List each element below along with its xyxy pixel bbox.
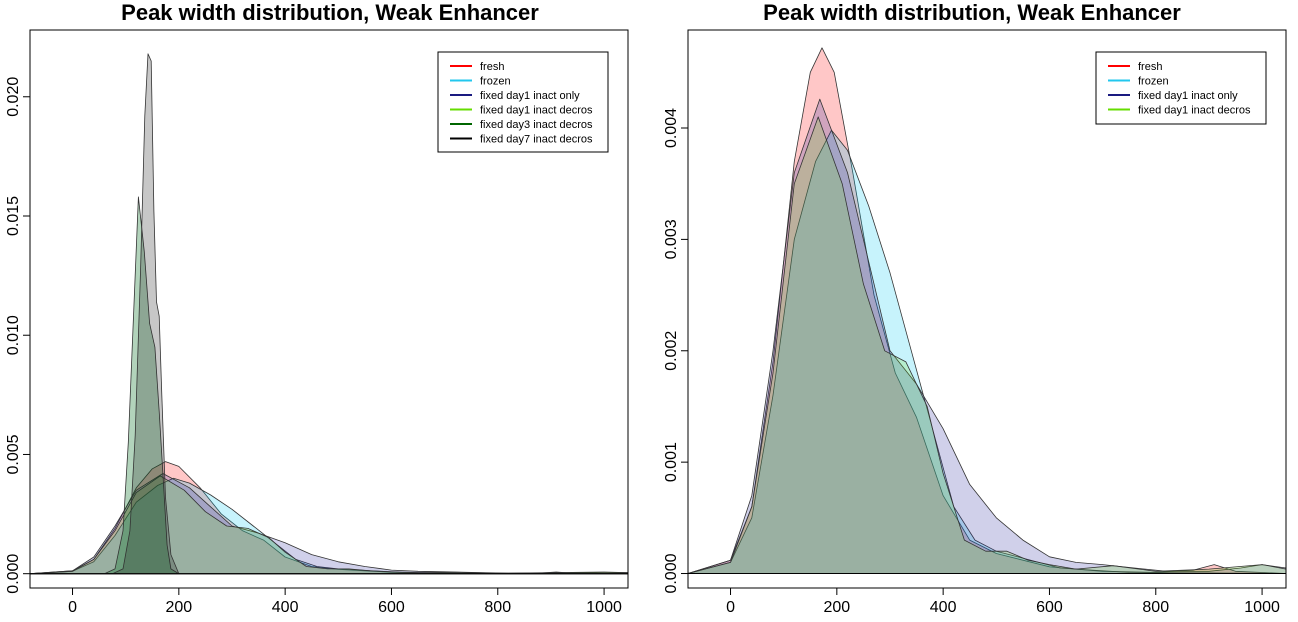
legend-label: fixed day1 inact decros xyxy=(480,105,593,117)
legend-label: fixed day3 inact decros xyxy=(480,119,593,131)
chart-panel-right: Peak width distribution, Weak Enhancer 0… xyxy=(663,0,1287,616)
y-tick-label: 0.002 xyxy=(663,331,680,371)
legend-label: fresh xyxy=(1138,61,1162,73)
legend: fresh frozen fixed day1 inact only fixed da… xyxy=(1095,51,1267,125)
x-axis: 0 200 400 600 800 1000 xyxy=(726,588,1280,616)
x-axis: 0 200 400 600 800 1000 xyxy=(68,588,622,616)
y-tick-label: 0.010 xyxy=(5,315,22,355)
legend: fresh frozen fixed day1 inact only fixed da… xyxy=(437,51,609,153)
plot-frame xyxy=(687,29,1287,589)
y-tick-label: 0.000 xyxy=(5,554,22,594)
legend-label: fixed day7 inact decros xyxy=(480,134,593,146)
density-area-fixed-day3-inact-decros xyxy=(29,196,629,575)
plot-frame xyxy=(29,29,629,589)
legend-label: fixed day1 inact decros xyxy=(1138,105,1251,117)
y-tick-label: 0.000 xyxy=(663,553,680,593)
x-tick-label: 1000 xyxy=(586,599,622,616)
y-tick-label: 0.015 xyxy=(5,196,22,236)
x-tick-label: 0 xyxy=(68,599,77,616)
legend-box xyxy=(437,51,609,153)
x-tick-label: 1000 xyxy=(1244,599,1280,616)
x-tick-label: 600 xyxy=(378,599,405,616)
density-area-fixed-day1-inact-only xyxy=(687,98,1287,574)
chart-title: Peak width distribution, Weak Enhancer xyxy=(763,0,1181,25)
y-tick-label: 0.020 xyxy=(5,77,22,117)
legend-label: fixed day1 inact only xyxy=(1138,90,1238,102)
x-tick-label: 600 xyxy=(1036,599,1063,616)
x-tick-label: 800 xyxy=(1142,599,1169,616)
x-tick-label: 0 xyxy=(726,599,735,616)
legend-label: fresh xyxy=(480,61,504,73)
y-axis: 0.000 0.005 0.010 0.015 0.020 xyxy=(5,77,30,594)
chart-title: Peak width distribution, Weak Enhancer xyxy=(121,0,539,25)
x-tick-label: 400 xyxy=(272,599,299,616)
y-tick-label: 0.005 xyxy=(5,434,22,474)
y-tick-label: 0.004 xyxy=(663,108,680,148)
x-tick-label: 400 xyxy=(930,599,957,616)
y-tick-label: 0.001 xyxy=(663,442,680,482)
chart-panel-left: Peak width distribution, Weak Enhancer 0… xyxy=(5,0,629,616)
density-area-fresh xyxy=(687,47,1287,574)
x-tick-label: 800 xyxy=(484,599,511,616)
density-area-fixed-day1-inact-decros xyxy=(29,475,629,575)
y-tick-label: 0.003 xyxy=(663,219,680,259)
x-tick-label: 200 xyxy=(165,599,192,616)
density-series-layer xyxy=(687,47,1287,575)
legend-label: fixed day1 inact only xyxy=(480,90,580,102)
density-area-fixed-day1-inact-decros xyxy=(687,116,1287,574)
legend-box xyxy=(1095,51,1267,125)
x-tick-label: 200 xyxy=(823,599,850,616)
legend-label: frozen xyxy=(1138,76,1169,88)
legend-label: frozen xyxy=(480,76,511,88)
density-area-fixed-day7-inact-decros xyxy=(29,53,629,575)
density-series-layer xyxy=(29,53,629,575)
y-axis: 0.000 0.001 0.002 0.003 0.004 xyxy=(663,108,688,594)
density-area-fixed-day1-inact-only xyxy=(29,473,629,575)
